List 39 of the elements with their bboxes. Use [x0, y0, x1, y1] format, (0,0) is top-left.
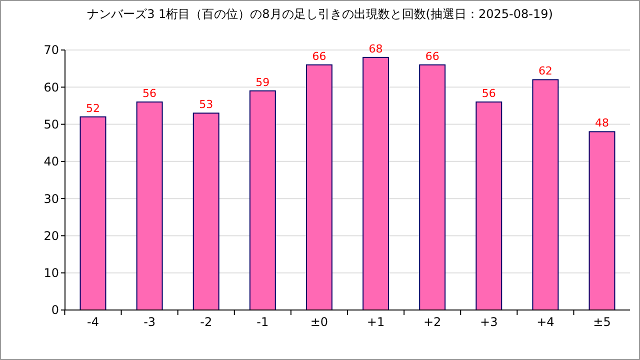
x-tick-label: ±5: [593, 315, 611, 329]
x-tick-label: +3: [480, 315, 498, 329]
x-tick-label: -1: [256, 315, 269, 329]
bar: [476, 102, 502, 310]
x-tick-label: +2: [423, 315, 442, 329]
x-tick-label: ±0: [310, 315, 328, 329]
data-label: 48: [595, 116, 610, 130]
bar: [532, 79, 559, 310]
y-tick-label: 40: [44, 154, 59, 169]
data-label: 66: [312, 50, 326, 63]
y-tick-label: 20: [44, 228, 59, 243]
y-tick-label: 60: [44, 80, 59, 94]
bar: [136, 102, 163, 310]
bar: [192, 112, 220, 310]
data-label: 62: [538, 64, 552, 78]
data-label: 52: [86, 102, 100, 115]
data-label: 66: [425, 50, 440, 63]
x-tick-label: -2: [200, 315, 212, 329]
data-label: 56: [482, 87, 496, 100]
bar: [588, 131, 616, 310]
y-tick-label: 70: [44, 43, 59, 58]
bar: [306, 64, 332, 310]
x-tick-label: -4: [87, 315, 99, 329]
x-tick-label: +1: [366, 315, 385, 329]
y-tick-label: 10: [44, 266, 59, 280]
data-label: 59: [256, 76, 270, 89]
y-tick-label: 50: [44, 117, 59, 132]
x-tick-label: +4: [536, 315, 554, 329]
bar: [80, 116, 106, 310]
data-label: 53: [199, 98, 214, 112]
bar: [419, 64, 446, 310]
bar: [362, 56, 390, 310]
data-label: 56: [142, 87, 157, 100]
chart-title: ナンバーズ3 1桁目（百の位）の8月の足し引きの出現数と回数(抽選日：2025-08-19): [87, 7, 553, 21]
y-tick-label: 0: [51, 303, 59, 318]
bar: [249, 90, 276, 310]
data-label: 68: [368, 42, 383, 56]
x-tick-label: -3: [144, 315, 156, 329]
y-tick-label: 30: [44, 192, 59, 206]
